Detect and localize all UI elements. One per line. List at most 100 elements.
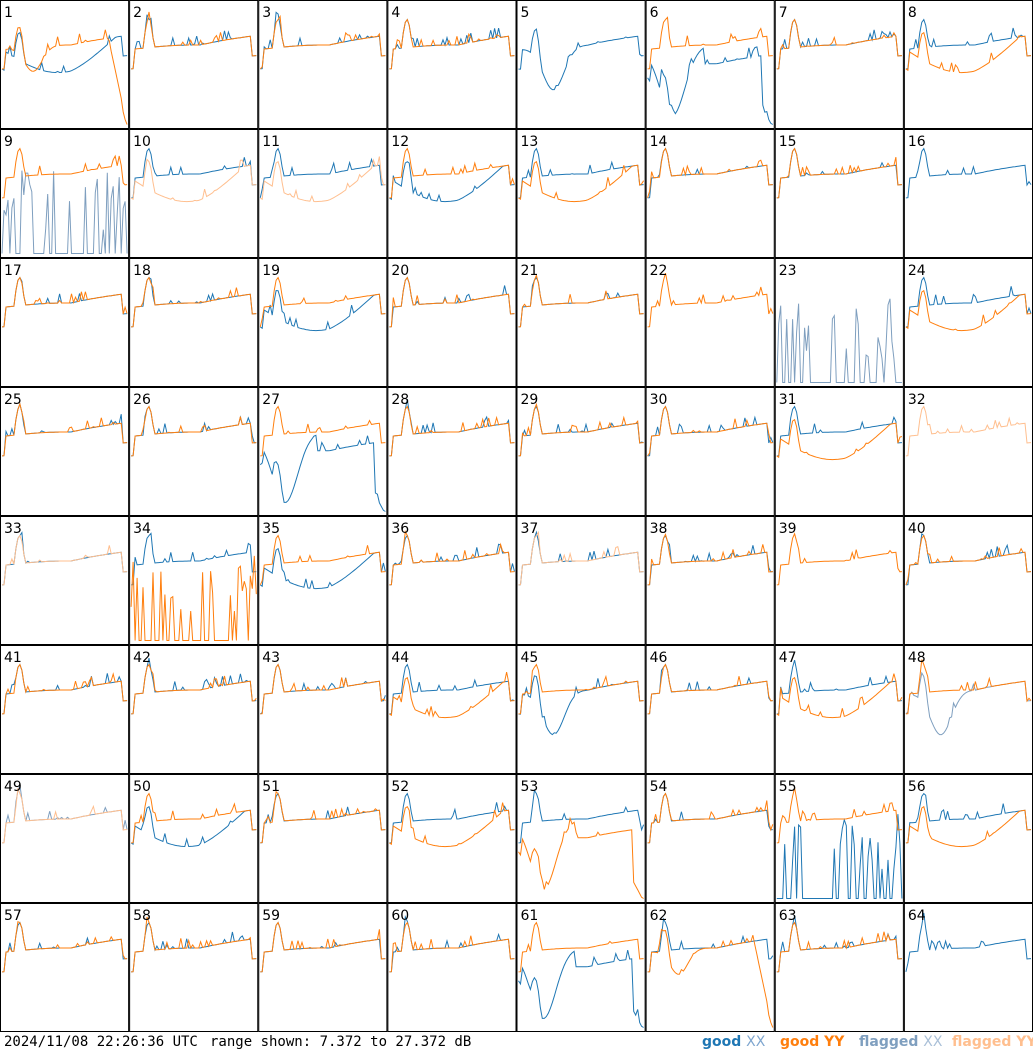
panel-19-yy-trace <box>259 276 386 328</box>
panel-58-frame <box>129 903 259 1032</box>
panel-23: 23 <box>774 258 904 387</box>
panel-31-xx-trace <box>776 405 902 457</box>
panel-61-label: 61 <box>521 908 539 924</box>
panel-17-yy-trace <box>1 276 128 328</box>
panel-53-yy-trace <box>518 816 644 899</box>
panel-12-label: 12 <box>391 134 409 150</box>
panel-19-frame <box>258 258 388 387</box>
panel-53-frame <box>516 774 646 903</box>
panel-14-frame <box>645 129 775 258</box>
panel-1: 1 <box>0 0 130 129</box>
panel-26-frame <box>129 387 259 516</box>
panel-29-frame <box>516 387 646 516</box>
panel-31-yy-trace <box>776 418 903 461</box>
panel-61: 61 <box>516 903 646 1032</box>
panel-57-yy-trace <box>1 920 128 973</box>
panel-19-xx-trace <box>260 289 386 332</box>
panel-60-label: 60 <box>391 908 409 924</box>
panel-47-xx-trace <box>776 659 902 715</box>
panel-55-frame <box>774 774 904 903</box>
panel-18: 18 <box>129 258 259 387</box>
panel-28-frame <box>387 387 517 516</box>
panel-59-xx-trace <box>260 921 386 973</box>
panel-63-frame <box>774 903 904 1032</box>
legend-flagged-xx-label: XX <box>923 1034 943 1050</box>
panel-31-frame <box>774 387 904 516</box>
panel-28: 28 <box>387 387 517 516</box>
footer: 2024/11/08 22:26:36 UTC range shown: 7.3… <box>0 1032 1033 1053</box>
panel-4-xx-trace <box>389 18 515 70</box>
panel-40-yy-trace <box>905 534 1032 586</box>
panel-15-yy-trace <box>776 147 902 199</box>
panel-2-xx-trace <box>131 14 257 70</box>
panel-14: 14 <box>645 129 775 258</box>
panel-11-yy-trace <box>260 156 386 203</box>
panel-7-xx-trace <box>776 18 902 70</box>
panel-27-frame <box>258 387 388 516</box>
panel-27-yy-trace <box>260 405 386 457</box>
panel-10-label: 10 <box>133 134 151 150</box>
panel-25-frame <box>0 387 130 516</box>
panel-47-label: 47 <box>779 650 797 666</box>
panel-33-frame <box>0 516 130 645</box>
legend-good-yy-prefix: good <box>780 1034 820 1050</box>
panel-36-yy-trace <box>389 530 515 586</box>
panel-9-frame <box>0 129 130 258</box>
panel-41: 41 <box>0 645 130 774</box>
panel-30-label: 30 <box>650 392 668 408</box>
panel-26-xx-trace <box>131 405 257 457</box>
panel-49-yy-trace <box>1 788 128 844</box>
panel-54-frame <box>645 774 775 903</box>
panel-45-yy-trace <box>518 663 644 715</box>
panel-5-xx-trace <box>518 28 644 91</box>
panel-24-yy-trace <box>905 289 1032 332</box>
panel-48-xx-trace <box>905 671 1032 736</box>
panel-49: 49 <box>0 774 130 903</box>
panel-35-frame <box>258 516 388 645</box>
panel-3-yy-trace <box>259 14 386 70</box>
panel-10-yy-trace <box>130 158 257 203</box>
panel-42-frame <box>129 645 259 774</box>
panel-47: 47 <box>774 645 904 774</box>
panel-10-xx-trace <box>131 147 257 199</box>
panel-52-xx-trace <box>389 792 515 844</box>
panel-58-yy-trace <box>131 916 257 973</box>
panel-2-yy-trace <box>131 11 257 70</box>
panel-60-frame <box>387 903 517 1032</box>
panel-46-xx-trace <box>647 663 773 715</box>
panel-38: 38 <box>645 516 775 645</box>
panel-52: 52 <box>387 774 517 903</box>
panel-44: 44 <box>387 645 517 774</box>
panel-55-xx-trace <box>776 814 903 899</box>
panel-21-xx-trace <box>518 276 644 328</box>
panel-45: 45 <box>516 645 646 774</box>
panel-49-label: 49 <box>4 779 22 795</box>
panel-43-xx-trace <box>260 663 386 715</box>
panel-40: 40 <box>903 516 1033 645</box>
panel-63-yy-trace <box>776 921 902 973</box>
panel-42: 42 <box>129 645 259 774</box>
panel-5-frame <box>516 0 646 129</box>
panel-53-label: 53 <box>521 779 539 795</box>
panel-10-frame <box>129 129 259 258</box>
panel-30-xx-trace <box>647 405 774 457</box>
panel-6-label: 6 <box>650 5 659 21</box>
panel-5-label: 5 <box>521 5 530 21</box>
panel-44-xx-trace <box>389 663 515 715</box>
panel-37: 37 <box>516 516 646 645</box>
panel-53-xx-trace <box>518 788 645 844</box>
panel-26: 26 <box>129 387 259 516</box>
panel-44-frame <box>387 645 517 774</box>
panel-30: 30 <box>645 387 775 516</box>
panel-21: 21 <box>516 258 646 387</box>
panel-61-yy-trace <box>518 921 644 973</box>
legend-flagged-yy-prefix: flagged <box>952 1034 1012 1050</box>
panel-26-label: 26 <box>133 392 151 408</box>
panel-63-label: 63 <box>779 908 797 924</box>
panel-8: 8 <box>903 0 1033 129</box>
panel-60: 60 <box>387 903 517 1032</box>
panel-64-label: 64 <box>908 908 926 924</box>
panel-33-yy-trace <box>1 534 128 586</box>
panel-2-label: 2 <box>133 5 142 21</box>
